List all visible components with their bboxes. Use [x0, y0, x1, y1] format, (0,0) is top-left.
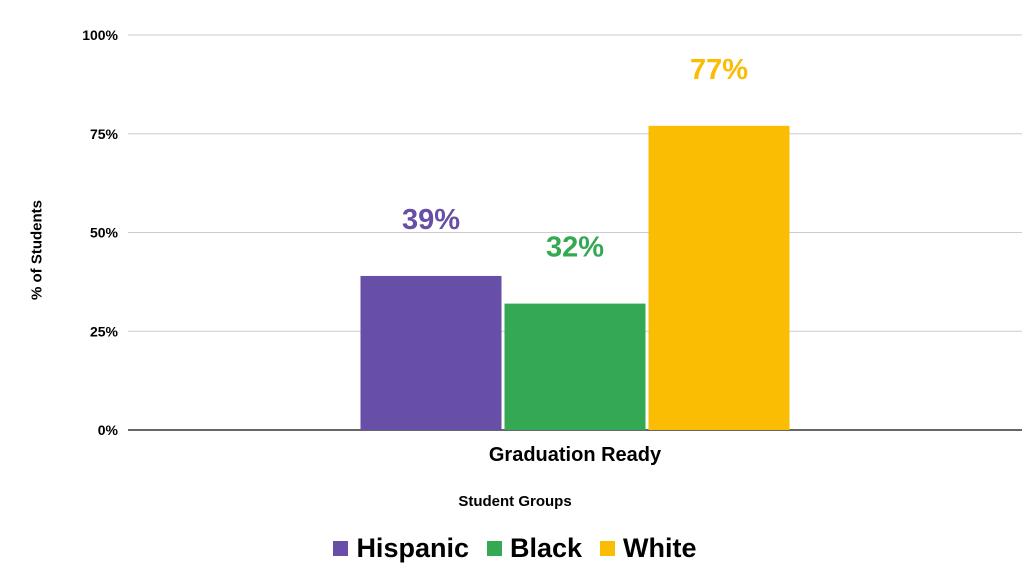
legend-item-white: White: [600, 533, 697, 564]
bar-hispanic: [360, 275, 502, 430]
bar-white: [648, 125, 790, 430]
bar-chart: 0% 25% 50% 75% 100% 39% 32% 77% Graduation Ready: [82, 27, 1022, 466]
legend-label-black: Black: [509, 533, 583, 563]
legend-swatch-white: [600, 541, 616, 556]
legend-item-black: Black: [486, 533, 583, 564]
y-tick-label: 25%: [90, 323, 119, 339]
legend: Hispanic Black White: [0, 533, 1030, 564]
data-label-white: 77%: [690, 54, 748, 86]
legend-label-white: White: [623, 533, 697, 563]
y-tick-label: 100%: [82, 27, 118, 43]
y-axis-title-text: % of Students: [28, 200, 46, 300]
y-axis-title: % of Students: [22, 190, 52, 310]
y-tick-label: 0%: [98, 422, 119, 438]
y-tick-label: 50%: [90, 225, 119, 241]
data-label-black: 32%: [546, 232, 604, 264]
data-label-hispanic: 39%: [402, 204, 460, 236]
y-tick-label: 75%: [90, 126, 119, 142]
legend-swatch-black: [486, 541, 502, 556]
x-axis-title: Student Groups: [458, 493, 572, 510]
legend-item-hispanic: Hispanic: [333, 533, 469, 564]
legend-label-hispanic: Hispanic: [356, 533, 469, 563]
bar-black: [504, 303, 646, 430]
x-tick-label: Graduation Ready: [489, 444, 662, 466]
legend-swatch-hispanic: [333, 541, 349, 556]
